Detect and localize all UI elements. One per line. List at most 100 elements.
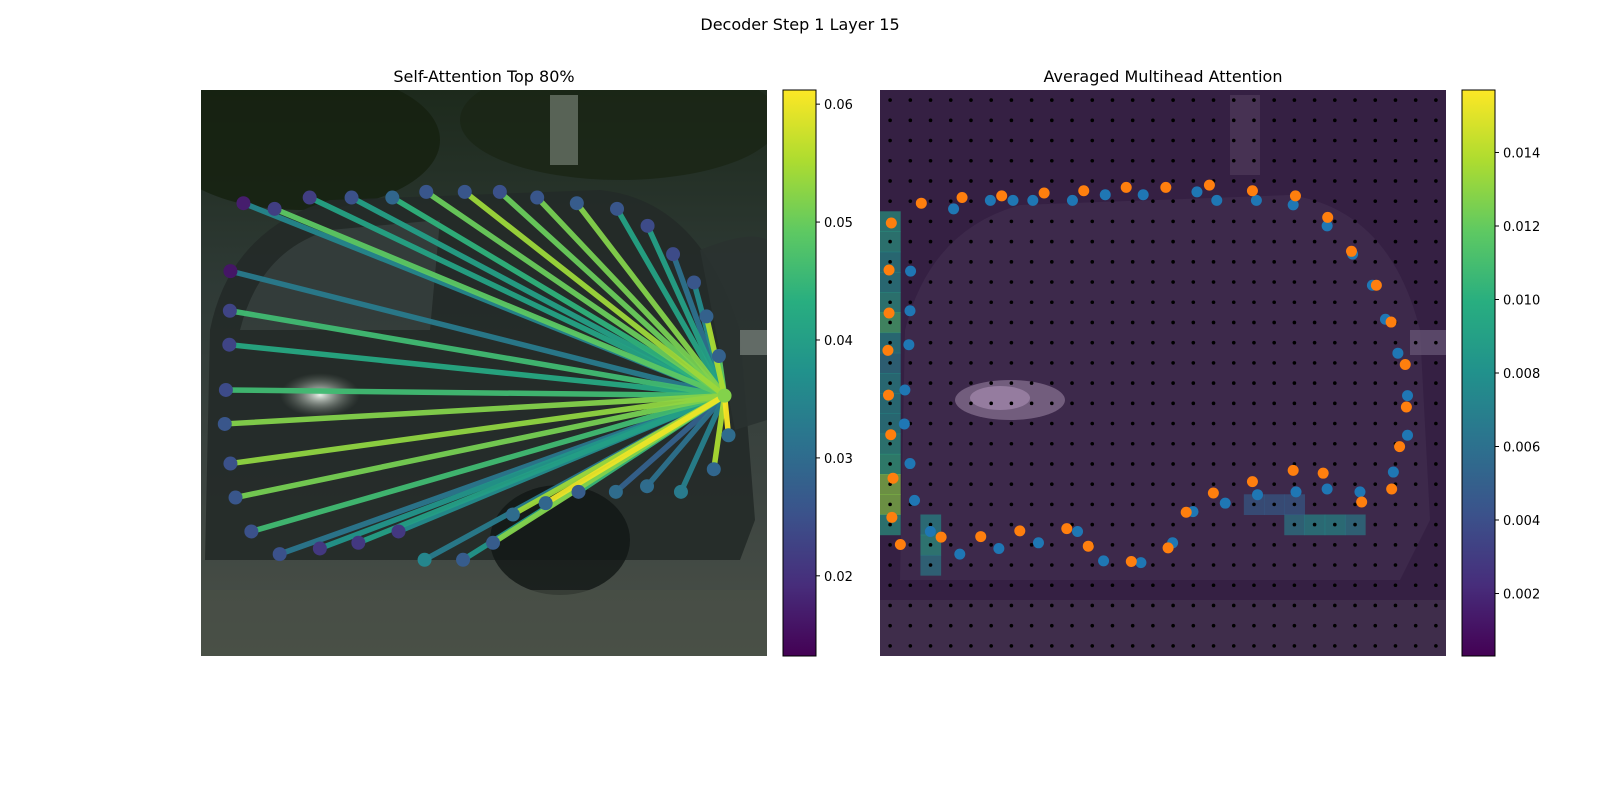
- grid-dot: [1413, 118, 1418, 123]
- grid-dot: [1110, 482, 1115, 486]
- grid-dot: [948, 603, 953, 608]
- grid-dot: [1231, 118, 1236, 123]
- grid-dot: [1252, 260, 1256, 264]
- grid-dot: [908, 179, 913, 183]
- grid-dot: [1373, 361, 1378, 365]
- grid-dot: [1434, 381, 1438, 385]
- grid-dot: [1029, 583, 1034, 588]
- grid-dot: [928, 158, 933, 163]
- grid-dot: [1090, 563, 1095, 567]
- grid-dot: [1434, 441, 1438, 446]
- grid-dot: [1029, 239, 1034, 244]
- grid-dot: [888, 300, 892, 305]
- grid-dot: [1110, 280, 1115, 284]
- grid-dot: [948, 441, 953, 446]
- grid-dot: [1191, 644, 1196, 648]
- grid-dot: [1090, 583, 1095, 588]
- grid-dot: [948, 502, 953, 507]
- colorbar-ticks: 0.002 0.004 0.006 0.008 0.010 0.012 0.014: [1495, 146, 1540, 603]
- grid-dot: [1090, 260, 1095, 264]
- grid-dot: [908, 219, 913, 224]
- grid-dot: [1171, 260, 1175, 264]
- grid-dot: [1252, 219, 1256, 224]
- attention-point: [530, 190, 545, 205]
- colorbar-tick-label: 0.010: [1503, 293, 1540, 308]
- grid-dot: [1393, 644, 1398, 648]
- attention-point: [419, 184, 434, 199]
- grid-dot: [1353, 98, 1357, 102]
- grid-dot: [1151, 138, 1155, 143]
- grid-dot: [1312, 361, 1317, 365]
- grid-dot: [908, 138, 913, 143]
- grid-dot: [1252, 623, 1256, 628]
- grid-dot: [1413, 219, 1418, 224]
- grid-dot: [948, 381, 953, 385]
- grid-dot: [1393, 623, 1398, 628]
- grid-dot: [1191, 421, 1196, 426]
- grid-dot: [1211, 361, 1216, 365]
- reference-point: [887, 472, 899, 484]
- attention-point: [351, 535, 366, 550]
- grid-dot: [1050, 623, 1054, 628]
- grid-dot: [1110, 644, 1115, 648]
- grid-dot: [888, 462, 892, 466]
- grid-dot: [1009, 502, 1014, 507]
- grid-dot: [1110, 199, 1115, 203]
- grid-dot: [1009, 603, 1014, 608]
- grid-dot: [928, 543, 933, 547]
- grid-dot: [969, 260, 973, 264]
- grid-dot: [1353, 300, 1357, 305]
- grid-dot: [989, 563, 993, 567]
- grid-dot: [1070, 502, 1074, 507]
- grid-dot: [1312, 239, 1317, 244]
- grid-dot: [1312, 118, 1317, 123]
- grid-dot: [948, 158, 953, 163]
- grid-dot: [1110, 239, 1115, 244]
- grid-dot: [1393, 199, 1398, 203]
- grid-dot: [1312, 623, 1317, 628]
- grid-dot: [1171, 340, 1175, 345]
- attention-point: [223, 264, 238, 279]
- grid-dot: [1191, 482, 1196, 486]
- reference-point: [956, 192, 968, 204]
- grid-dot: [1050, 441, 1054, 446]
- grid-dot: [1292, 421, 1297, 426]
- grid-dot: [1151, 401, 1155, 406]
- grid-dot: [928, 340, 933, 345]
- attention-point: [673, 484, 688, 499]
- grid-dot: [989, 543, 993, 547]
- grid-dot: [888, 199, 892, 203]
- grid-dot: [1312, 462, 1317, 466]
- grid-dot: [1151, 563, 1155, 567]
- grid-dot: [1312, 260, 1317, 264]
- grid-dot: [1029, 118, 1034, 123]
- grid-dot: [1009, 583, 1014, 588]
- grid-dot: [928, 441, 933, 446]
- multihead-attention-title: Averaged Multihead Attention: [1044, 67, 1283, 86]
- grid-dot: [1171, 361, 1175, 365]
- grid-dot: [1393, 300, 1398, 305]
- grid-dot: [1252, 462, 1256, 466]
- grid-dot: [1231, 199, 1236, 203]
- grid-dot: [948, 219, 953, 224]
- grid-dot: [1110, 623, 1115, 628]
- grid-dot: [1333, 563, 1337, 567]
- grid-dot: [1333, 441, 1337, 446]
- grid-dot: [1413, 280, 1418, 284]
- grid-dot: [1090, 138, 1095, 143]
- reference-point: [903, 339, 915, 351]
- grid-dot: [1434, 482, 1438, 486]
- grid-dot: [1090, 381, 1095, 385]
- reference-point: [1322, 211, 1334, 223]
- grid-dot: [1211, 260, 1216, 264]
- reference-point: [1191, 186, 1203, 198]
- grid-dot: [1009, 482, 1014, 486]
- grid-dot: [1272, 381, 1276, 385]
- attention-line: [227, 268, 728, 399]
- attention-point: [610, 201, 625, 216]
- grid-dot: [1373, 98, 1378, 102]
- reference-point: [1098, 555, 1110, 567]
- grid-dot: [1413, 239, 1418, 244]
- grid-dot: [888, 239, 892, 244]
